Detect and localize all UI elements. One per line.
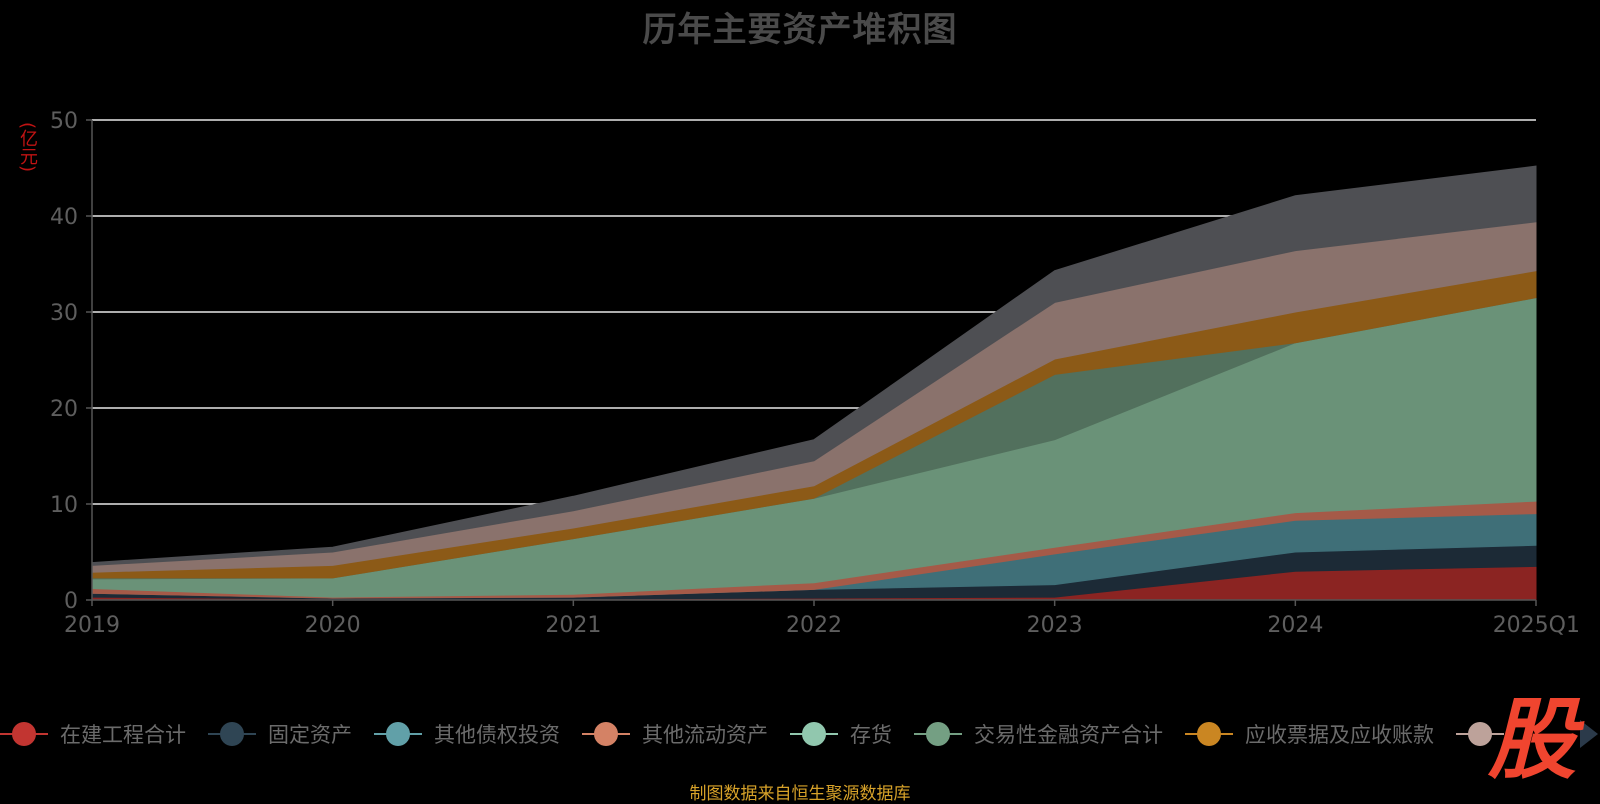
x-tick-label: 2023 <box>1027 613 1083 638</box>
legend-item-5[interactable]: 交易性金融资产合计 <box>914 719 1163 749</box>
legend-item-7[interactable]: 预付款项 <box>1456 719 1505 749</box>
x-tick-label: 2020 <box>305 613 361 638</box>
x-tick-label: 2024 <box>1267 613 1323 638</box>
y-tick-label: 50 <box>50 109 78 134</box>
legend-label: 其他流动资产 <box>642 723 768 747</box>
legend-label: 应收票据及应收账款 <box>1245 723 1434 747</box>
legend-item-2[interactable]: 其他债权投资 <box>374 719 560 749</box>
x-tick-label: 2019 <box>64 613 120 638</box>
legend-item-4[interactable]: 存货 <box>790 719 892 749</box>
legend-marker-icon <box>790 721 838 747</box>
y-tick-label: 30 <box>50 301 78 326</box>
legend-label: 其他债权投资 <box>434 723 560 747</box>
legend: 在建工程合计 固定资产 其他债权投资 其他流动资产 存货 交易性金融资产合计 应收票据及应收… <box>0 716 1505 752</box>
x-tick-label: 2025Q1 <box>1493 613 1580 638</box>
x-tick-label: 2021 <box>545 613 601 638</box>
y-tick-label: 40 <box>50 205 78 230</box>
legend-marker-icon <box>914 721 962 747</box>
legend-label: 存货 <box>850 723 892 747</box>
area-series-8 <box>91 165 1537 566</box>
legend-item-3[interactable]: 其他流动资产 <box>582 719 768 749</box>
axes: 0 10 20 30 40 50 2019 2020 2021 2022 2023 2024 2025Q… <box>50 109 1580 638</box>
legend-marker-icon <box>1185 721 1233 747</box>
y-tick-label: 0 <box>64 589 78 614</box>
x-tick-label: 2022 <box>786 613 842 638</box>
y-tick-label: 10 <box>50 493 78 518</box>
chart-title: 历年主要资产堆积图 <box>642 10 958 50</box>
legend-item-0[interactable]: 在建工程合计 <box>0 719 186 749</box>
legend-label: 交易性金融资产合计 <box>974 723 1163 747</box>
y-axis-unit-label: (亿元) <box>17 122 38 173</box>
legend-marker-icon <box>374 721 422 747</box>
area-series-layer <box>91 165 1537 601</box>
logo: 股 <box>1488 688 1577 791</box>
legend-item-6[interactable]: 应收票据及应收账款 <box>1185 719 1434 749</box>
legend-label: 固定资产 <box>268 723 352 747</box>
legend-marker-icon <box>0 721 48 747</box>
y-tick-label: 20 <box>50 397 78 422</box>
legend-label: 在建工程合计 <box>60 723 186 747</box>
data-source-note: 制图数据来自恒生聚源数据库 <box>689 784 911 804</box>
legend-marker-icon <box>1456 721 1504 747</box>
legend-marker-icon <box>208 721 256 747</box>
legend-marker-icon <box>582 721 630 747</box>
legend-item-1[interactable]: 固定资产 <box>208 719 352 749</box>
legend-next-page-icon[interactable] <box>1580 720 1598 748</box>
